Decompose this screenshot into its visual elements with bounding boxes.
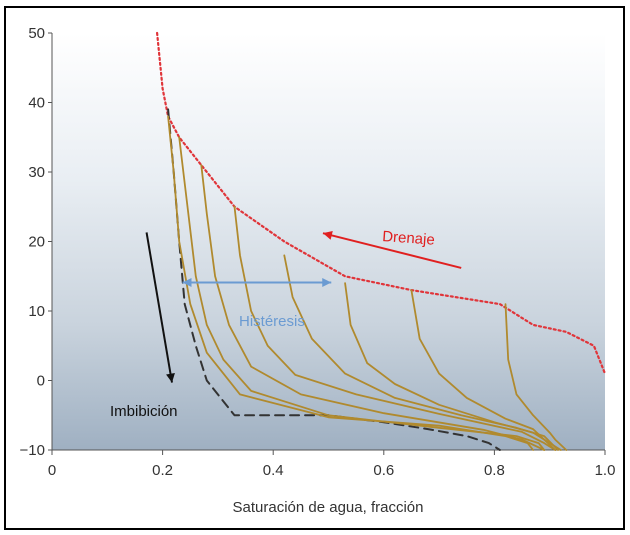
imbibition-bound-curve: [167, 108, 501, 451]
imbibition-arrow-head: [166, 372, 175, 383]
y-tick-label: 50: [28, 25, 45, 42]
x-tick-label: 0.8: [484, 462, 505, 479]
x-tick-label: 0.6: [373, 462, 394, 479]
plot-area: [52, 33, 605, 450]
imbibition-arrow: [145, 232, 173, 383]
x-tick-label: 0.2: [152, 462, 173, 479]
y-tick-label: 10: [28, 303, 45, 320]
annotation-imbibicion: Imbibición: [110, 403, 178, 420]
y-tick-label: −10: [20, 442, 45, 459]
y-tick-label: 20: [28, 234, 45, 251]
x-tick-label: 0.4: [263, 462, 284, 479]
annotation-histeresis: Histéresis: [239, 313, 305, 330]
x-axis-label: Saturación de agua, fracción: [233, 499, 424, 516]
series-lines: [156, 31, 607, 451]
annotation-arrows: [145, 230, 462, 383]
y-tick-label: 0: [37, 373, 45, 390]
hysteresis-arrow-head: [322, 278, 332, 288]
scanning-curve: [178, 136, 546, 451]
hysteresis-arrow-head: [182, 278, 192, 288]
drainage-arrow-head: [322, 230, 333, 240]
scanning-curve: [200, 164, 546, 451]
drainage-curve: [156, 31, 607, 375]
x-tick-label: 1.0: [595, 462, 616, 479]
scanning-curve: [410, 289, 557, 451]
scanning-curve: [344, 282, 562, 451]
drainage-arrow: [322, 232, 462, 269]
annotation-drenaje: Drenaje: [382, 228, 436, 249]
x-tick-label: 0: [48, 462, 56, 479]
y-tick-label: 30: [28, 164, 45, 181]
scanning-curve: [167, 115, 534, 451]
scanning-curve: [504, 303, 568, 451]
y-tick-label: 40: [28, 95, 45, 112]
